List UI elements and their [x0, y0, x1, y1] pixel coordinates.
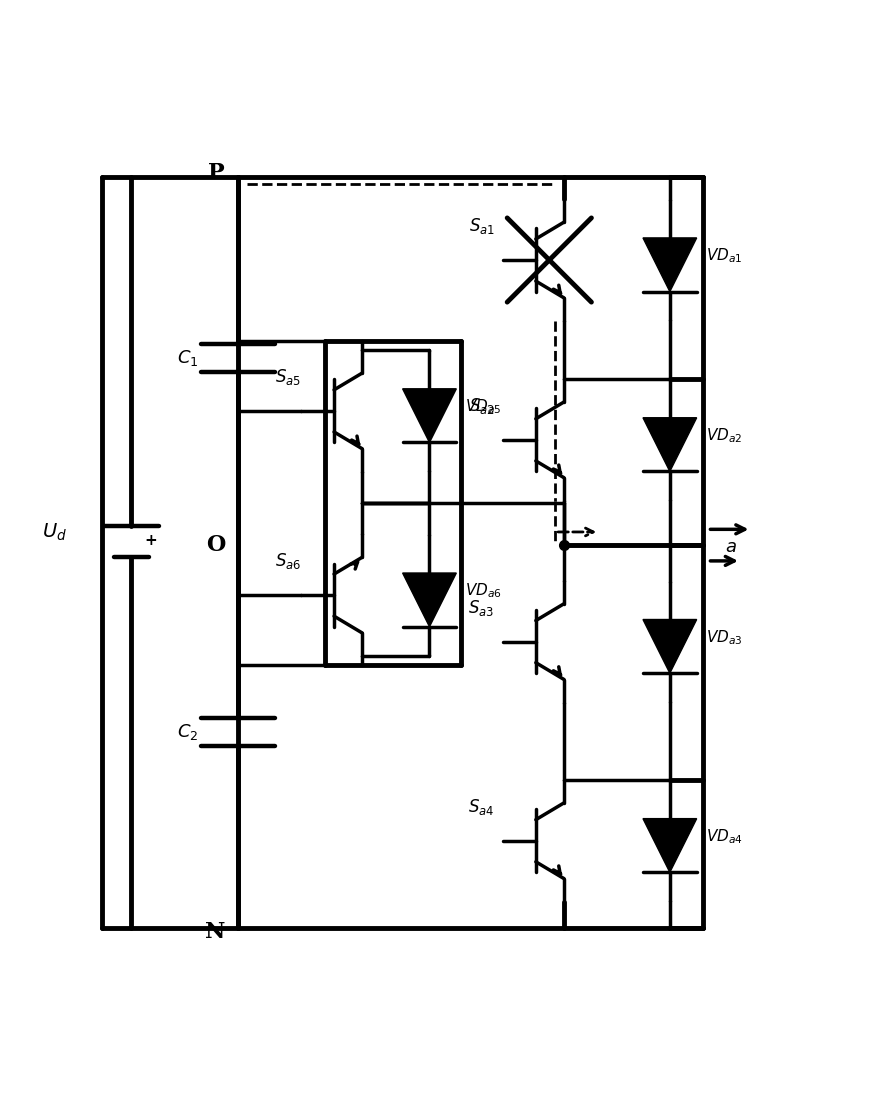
Text: +: +	[144, 533, 157, 548]
Text: N: N	[205, 921, 225, 943]
Text: $S_{a6}$: $S_{a6}$	[275, 552, 301, 571]
Text: $a$: $a$	[725, 537, 737, 556]
Polygon shape	[643, 819, 697, 873]
Text: $S_{a3}$: $S_{a3}$	[468, 598, 495, 618]
Text: $VD_{a5}$: $VD_{a5}$	[466, 397, 502, 415]
Polygon shape	[403, 389, 457, 443]
Text: $S_{a4}$: $S_{a4}$	[468, 797, 495, 817]
Text: $VD_{a1}$: $VD_{a1}$	[706, 246, 742, 265]
Text: $S_{a1}$: $S_{a1}$	[468, 217, 495, 236]
Text: $C_1$: $C_1$	[178, 348, 199, 368]
Text: $VD_{a4}$: $VD_{a4}$	[706, 828, 743, 846]
Text: $VD_{a6}$: $VD_{a6}$	[466, 581, 502, 600]
Polygon shape	[643, 620, 697, 674]
Polygon shape	[643, 237, 697, 291]
Text: $S_{a5}$: $S_{a5}$	[275, 367, 301, 387]
Text: $S_{a2}$: $S_{a2}$	[469, 396, 495, 417]
Text: $C_2$: $C_2$	[178, 722, 199, 742]
Text: $VD_{a3}$: $VD_{a3}$	[706, 628, 743, 646]
Polygon shape	[403, 573, 457, 626]
Text: $U_d$: $U_d$	[41, 521, 67, 543]
Text: P: P	[209, 163, 225, 185]
Text: $VD_{a2}$: $VD_{a2}$	[706, 426, 742, 445]
Polygon shape	[643, 418, 697, 471]
Text: O: O	[206, 534, 225, 556]
